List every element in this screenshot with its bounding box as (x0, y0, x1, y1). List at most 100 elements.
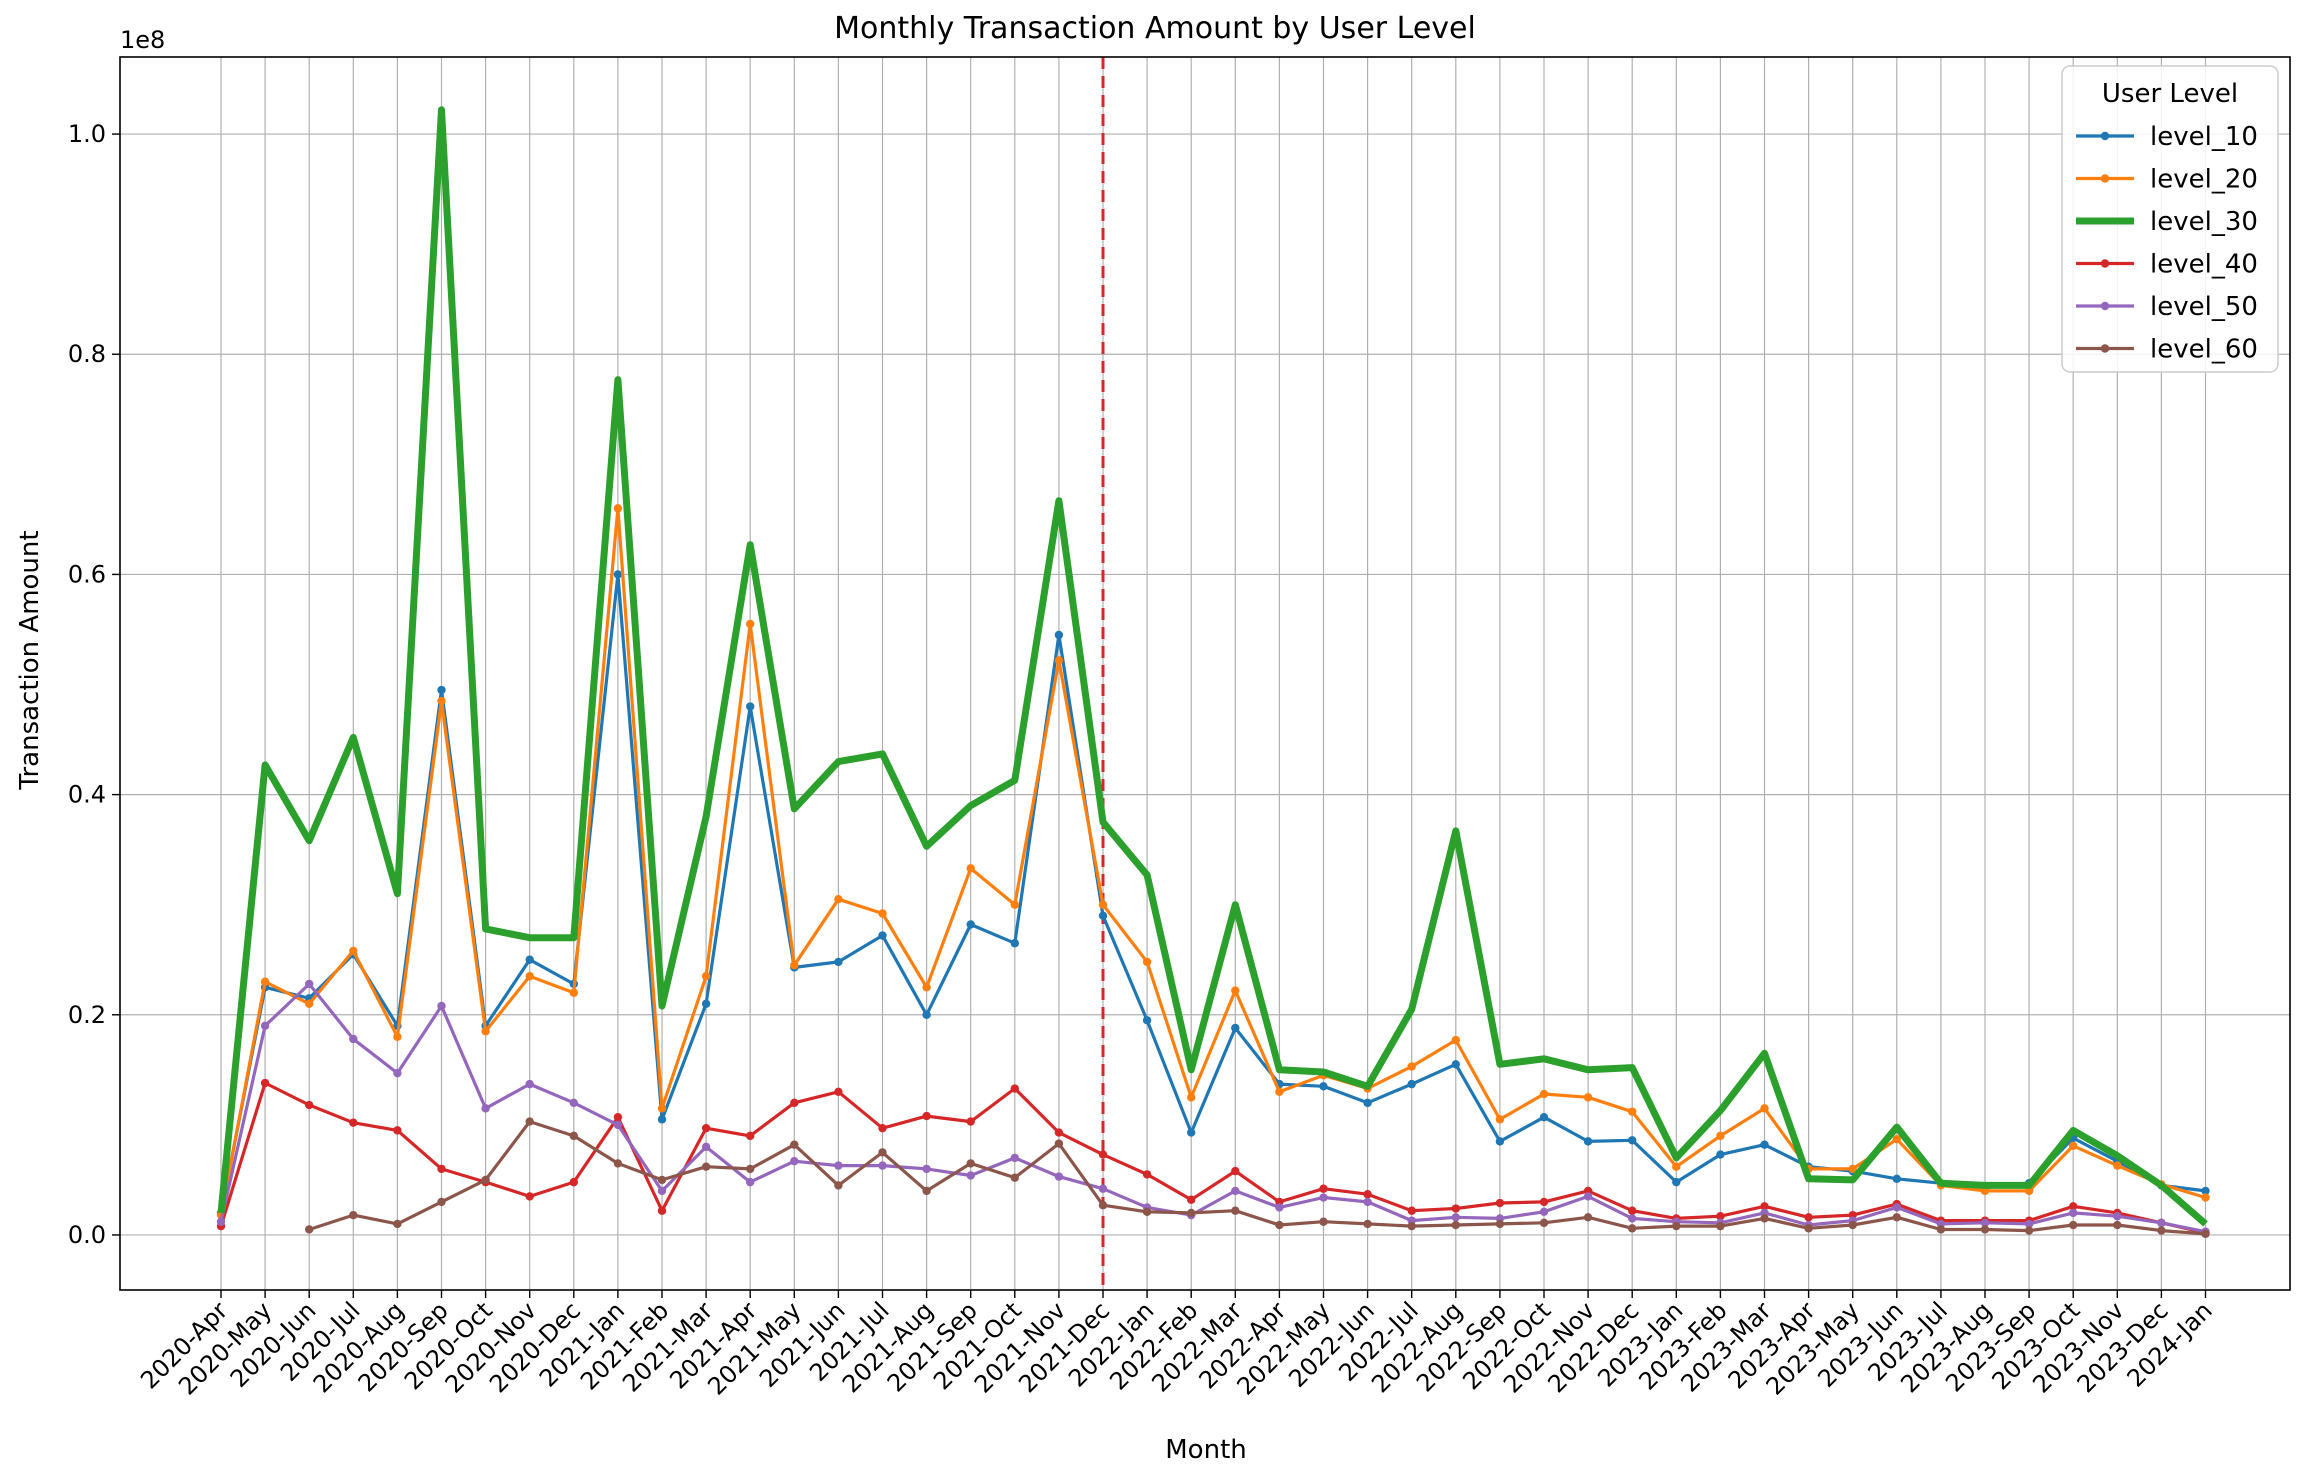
plot-frame (119, 56, 2291, 1291)
legend-marker (2100, 131, 2110, 141)
data-point-level_60 (525, 1117, 534, 1126)
data-point-level_20 (1495, 1115, 1505, 1124)
data-point-level_10 (437, 685, 446, 695)
legend-item-level_30: level_30 (2076, 207, 2258, 237)
data-point-level_10 (1363, 1098, 1372, 1108)
data-point-level_50 (1539, 1207, 1549, 1217)
series-level_40 (216, 1078, 2210, 1237)
x-axis-label: Month (1165, 1435, 1247, 1465)
data-point-level_40 (1495, 1198, 1505, 1208)
data-point-level_60 (305, 1225, 314, 1234)
data-point-level_40 (834, 1087, 843, 1097)
data-point-level_40 (966, 1117, 975, 1126)
data-point-level_50 (966, 1171, 975, 1180)
data-point-level_10 (1628, 1136, 1637, 1145)
series-level_30 (217, 106, 2208, 1227)
data-point-level_60 (1628, 1224, 1637, 1233)
data-point-level_40 (1539, 1197, 1549, 1207)
data-point-level_10 (1760, 1140, 1769, 1149)
data-point-level_40 (922, 1111, 931, 1121)
data-point-level_40 (1319, 1184, 1328, 1193)
data-point-level_20 (878, 909, 887, 918)
data-point-level_40 (1098, 1150, 1108, 1159)
y-axis-ticks: 0.0 0.2 0.4 0.6 0.8 1.0 (68, 120, 120, 1249)
data-point-level_40 (1363, 1190, 1372, 1199)
data-point-level_10 (746, 702, 755, 711)
series-level_60 (305, 1117, 2210, 1239)
legend-marker (2100, 174, 2110, 183)
data-point-level_60 (1583, 1213, 1593, 1222)
data-point-level_60 (1980, 1225, 1990, 1234)
data-point-level_60 (349, 1210, 358, 1220)
data-point-level_60 (966, 1159, 975, 1168)
series-layer (216, 106, 2210, 1239)
data-point-level_50 (2024, 1219, 2034, 1229)
data-point-level_20 (922, 983, 931, 992)
data-point-level_20 (746, 619, 755, 629)
data-point-level_40 (746, 1131, 755, 1141)
data-point-level_60 (1892, 1213, 1902, 1222)
data-point-level_10 (922, 1010, 931, 1019)
data-point-level_50 (1980, 1218, 1990, 1228)
data-point-level_60 (1451, 1220, 1461, 1230)
y-tick-label: 1.0 (68, 120, 106, 148)
data-point-level_60 (701, 1162, 711, 1171)
data-point-level_20 (260, 977, 270, 986)
data-point-level_60 (1407, 1221, 1416, 1231)
legend-label: level_30 (2150, 207, 2258, 237)
y-axis-scale-label: 1e8 (120, 26, 165, 54)
data-point-level_10 (1583, 1137, 1593, 1146)
data-point-level_20 (966, 864, 975, 873)
data-point-level_50 (746, 1177, 755, 1187)
data-point-level_20 (2201, 1193, 2210, 1202)
legend-item-level_10: level_10 (2076, 122, 2258, 152)
data-point-level_20 (569, 988, 578, 997)
data-point-level_50 (2113, 1212, 2122, 1221)
data-point-level_20 (1054, 656, 1064, 665)
data-point-level_60 (878, 1148, 887, 1157)
data-point-level_20 (1583, 1093, 1593, 1102)
data-point-level_10 (1716, 1150, 1725, 1159)
data-point-level_40 (1628, 1206, 1637, 1215)
data-point-level_50 (393, 1068, 402, 1078)
legend-title: User Level (2102, 79, 2238, 109)
data-point-level_50 (260, 1021, 270, 1030)
data-point-level_20 (1010, 900, 1019, 909)
data-point-level_40 (305, 1100, 314, 1110)
data-point-level_60 (1363, 1219, 1372, 1229)
y-axis-label: Transaction Amount (15, 530, 45, 790)
data-point-level_60 (437, 1197, 446, 1207)
data-point-level_40 (613, 1112, 623, 1122)
data-point-level_40 (2069, 1202, 2078, 1211)
data-point-level_40 (1451, 1204, 1461, 1213)
data-point-level_60 (1231, 1206, 1240, 1215)
data-point-level_40 (790, 1098, 799, 1108)
data-point-level_40 (1760, 1202, 1769, 1211)
data-point-level_60 (1187, 1208, 1196, 1218)
data-point-level_10 (1010, 939, 1019, 948)
legend-item-level_20: level_20 (2076, 165, 2258, 195)
data-point-level_40 (1804, 1213, 1813, 1222)
data-point-level_60 (790, 1140, 799, 1149)
data-point-level_20 (1628, 1107, 1637, 1116)
data-point-level_60 (922, 1186, 931, 1196)
series-line-level_10 (219, 572, 2206, 1214)
data-point-level_10 (2201, 1186, 2210, 1196)
data-point-level_60 (834, 1181, 843, 1190)
data-point-level_60 (2113, 1220, 2122, 1230)
data-point-level_20 (1539, 1089, 1549, 1099)
data-point-level_60 (1716, 1221, 1725, 1231)
legend-marker (2100, 259, 2110, 268)
data-point-level_40 (437, 1164, 446, 1174)
data-point-level_10 (1054, 630, 1064, 640)
data-point-level_10 (1539, 1112, 1549, 1122)
data-point-level_40 (349, 1118, 358, 1127)
data-point-level_60 (2069, 1220, 2078, 1230)
data-point-level_50 (525, 1079, 534, 1089)
data-point-level_10 (1142, 1016, 1152, 1025)
y-tick-label: 0.6 (68, 560, 106, 588)
data-point-level_20 (525, 972, 534, 981)
data-point-level_10 (1451, 1060, 1461, 1069)
data-point-level_50 (878, 1161, 887, 1170)
data-point-level_50 (657, 1186, 667, 1196)
